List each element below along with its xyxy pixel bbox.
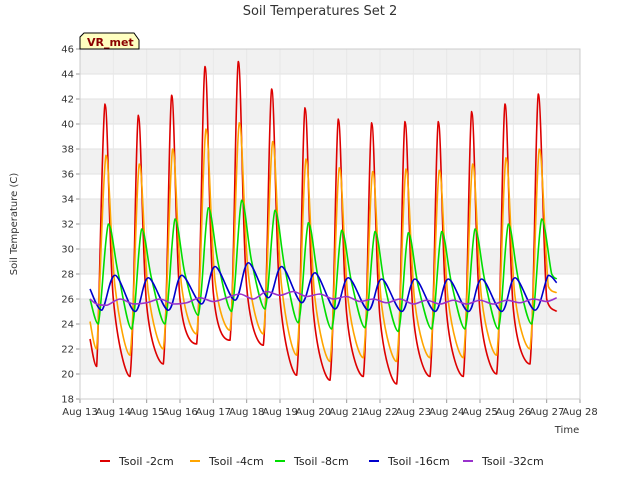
legend-label-tsoil-2cm: Tsoil -2cm bbox=[118, 455, 174, 468]
x-axis-title: Time bbox=[554, 425, 579, 436]
y-tick-label: 34 bbox=[61, 195, 74, 206]
grid-band bbox=[80, 199, 580, 224]
grid-band bbox=[80, 249, 580, 274]
chart-title: Soil Temperatures Set 2 bbox=[243, 4, 398, 19]
plot-border bbox=[79, 48, 581, 400]
legend: Tsoil -2cm Tsoil -4cm Tsoil -8cm Tsoil -16c… bbox=[100, 455, 544, 468]
y-tick-label: 18 bbox=[61, 395, 74, 406]
grid-band bbox=[80, 99, 580, 124]
legend-label-tsoil-4cm: Tsoil -4cm bbox=[208, 455, 264, 468]
y-tick-label: 28 bbox=[61, 270, 74, 281]
x-tick-label: Aug 24 bbox=[429, 407, 464, 418]
x-tick-label: Aug 22 bbox=[362, 407, 397, 418]
x-tick-label: Aug 17 bbox=[196, 407, 231, 418]
x-tick-label: Aug 13 bbox=[62, 407, 97, 418]
y-tick-label: 38 bbox=[61, 145, 74, 156]
y-axis-title: Soil Temperature (C) bbox=[9, 173, 20, 276]
y-tick-label: 36 bbox=[61, 170, 74, 181]
series-layer bbox=[89, 60, 558, 385]
y-tick-label: 24 bbox=[61, 320, 74, 331]
x-tick-label: Aug 18 bbox=[229, 407, 264, 418]
y-tick-label: 26 bbox=[61, 295, 74, 306]
series-line-tsoil-8cm bbox=[89, 199, 558, 333]
x-tick-label: Aug 23 bbox=[396, 407, 431, 418]
y-tick-label: 44 bbox=[61, 70, 74, 81]
x-tick-label: Aug 14 bbox=[96, 407, 131, 418]
legend-label-tsoil-8cm: Tsoil -8cm bbox=[293, 455, 349, 468]
x-tick-label: Aug 28 bbox=[562, 407, 597, 418]
x-tick-label: Aug 15 bbox=[129, 407, 164, 418]
legend-label-tsoil-16cm: Tsoil -16cm bbox=[387, 455, 450, 468]
x-tick-label: Aug 16 bbox=[162, 407, 197, 418]
series-line-tsoil-16cm bbox=[89, 261, 558, 313]
legend-label-tsoil-32cm: Tsoil -32cm bbox=[481, 455, 544, 468]
station-label-badge: VR_met bbox=[79, 32, 140, 50]
y-tick-label: 20 bbox=[61, 370, 74, 381]
y-tick-label: 30 bbox=[61, 245, 74, 256]
grid-band bbox=[80, 149, 580, 174]
y-tick-label: 32 bbox=[61, 220, 74, 231]
station-label: VR_met bbox=[87, 36, 134, 49]
y-tick-label: 22 bbox=[61, 345, 74, 356]
grid-band bbox=[80, 49, 580, 74]
series-line-tsoil-4cm bbox=[89, 121, 558, 363]
x-tick-label: Aug 19 bbox=[262, 407, 297, 418]
x-tick-label: Aug 27 bbox=[529, 407, 564, 418]
y-tick-label: 40 bbox=[61, 120, 74, 131]
y-tick-label: 46 bbox=[61, 45, 74, 56]
x-tick-label: Aug 25 bbox=[462, 407, 497, 418]
series-line-tsoil-32cm bbox=[89, 290, 557, 307]
x-tick-label: Aug 20 bbox=[296, 407, 331, 418]
x-tick-label: Aug 21 bbox=[329, 407, 364, 418]
x-tick-label: Aug 26 bbox=[496, 407, 531, 418]
y-tick-label: 42 bbox=[61, 95, 74, 106]
